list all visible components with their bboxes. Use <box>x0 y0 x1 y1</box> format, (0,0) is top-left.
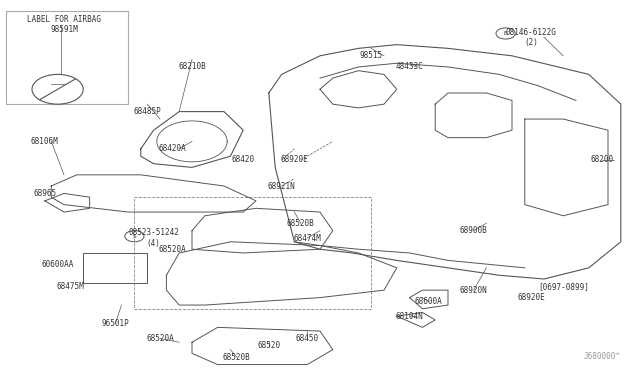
Bar <box>6 11 128 104</box>
Text: 68520B: 68520B <box>287 219 315 228</box>
Text: 68474M: 68474M <box>293 234 321 243</box>
Text: 48433C: 48433C <box>396 62 424 71</box>
Text: S: S <box>132 234 136 239</box>
Text: 68106M: 68106M <box>31 137 59 146</box>
Text: 68920E: 68920E <box>517 293 545 302</box>
Bar <box>83 253 147 283</box>
Text: 68450: 68450 <box>296 334 319 343</box>
Text: 68520: 68520 <box>257 341 280 350</box>
Text: B: B <box>504 31 508 36</box>
Text: 68104N: 68104N <box>396 312 424 321</box>
Text: 98515: 98515 <box>360 51 383 60</box>
Text: 68520B: 68520B <box>223 353 251 362</box>
Text: 08146-6122G
(2): 08146-6122G (2) <box>506 28 557 47</box>
Text: 68900B: 68900B <box>460 226 488 235</box>
Text: J680000^: J680000^ <box>584 352 621 361</box>
Text: 68420: 68420 <box>232 155 255 164</box>
Text: 08523-51242
(4): 08523-51242 (4) <box>128 228 179 248</box>
Text: 68921N: 68921N <box>268 182 296 190</box>
Text: 68920E: 68920E <box>280 155 308 164</box>
Text: 68420A: 68420A <box>159 144 187 153</box>
Text: 68200: 68200 <box>590 155 613 164</box>
Text: 68520A: 68520A <box>159 245 187 254</box>
Text: 68475M: 68475M <box>56 282 84 291</box>
Text: 68485P: 68485P <box>133 107 161 116</box>
Text: LABEL FOR AIRBAG
98591M: LABEL FOR AIRBAG 98591M <box>27 15 101 34</box>
Text: 96501P: 96501P <box>101 319 129 328</box>
Text: 68920N: 68920N <box>460 286 488 295</box>
Text: [0697-0899]: [0697-0899] <box>538 282 589 291</box>
Text: 68520A: 68520A <box>146 334 174 343</box>
Text: 60600AA: 60600AA <box>42 260 74 269</box>
Bar <box>134 197 371 309</box>
Text: 68210B: 68210B <box>178 62 206 71</box>
Text: 68965: 68965 <box>33 189 56 198</box>
Text: 68600A: 68600A <box>415 297 443 306</box>
